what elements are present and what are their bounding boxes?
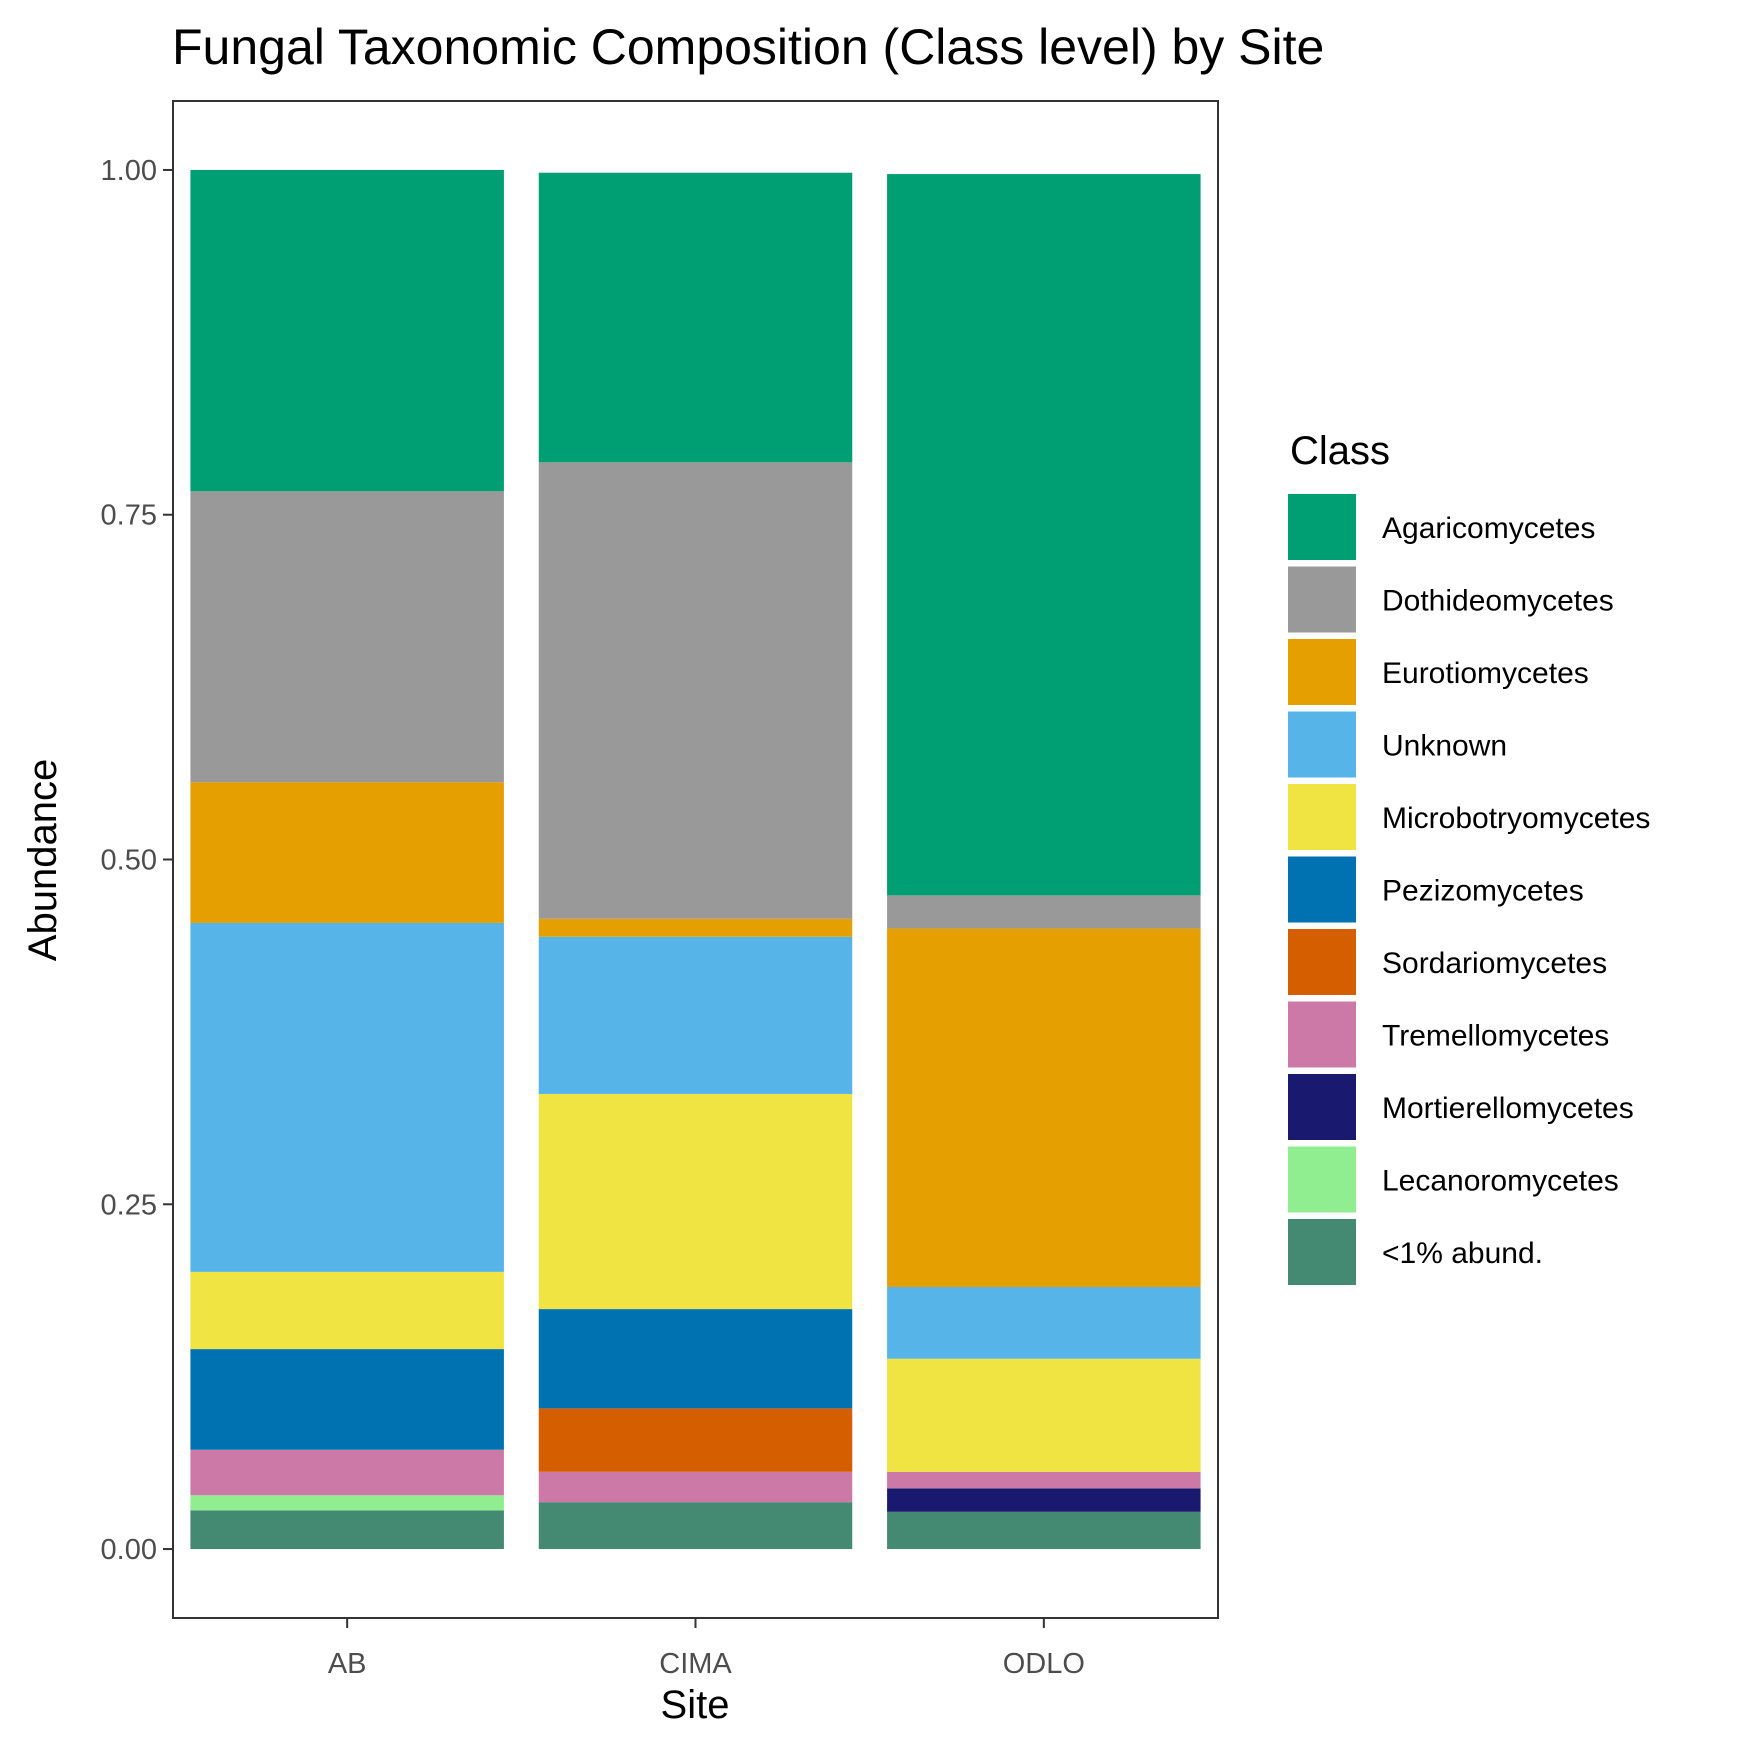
y-tick-label: 0.00	[101, 1534, 157, 1566]
bar-segment-ab-unknown	[190, 922, 504, 1272]
bar-segment-cima-tremellomycetes	[538, 1471, 853, 1503]
x-axis: AB CIMA ODLO	[328, 1618, 1085, 1680]
chart-title: Fungal Taxonomic Composition (Class leve…	[172, 19, 1324, 75]
bar-segment-odlo-dothideomycetes	[887, 895, 1201, 929]
legend-label-tremellomycetes: Tremellomycetes	[1382, 1020, 1609, 1053]
y-tick-label: 0.75	[101, 500, 157, 532]
bar-segment-ab-tremellomycetes	[190, 1449, 504, 1496]
legend-title: Class	[1290, 429, 1390, 473]
x-tick-label-cima: CIMA	[659, 1648, 732, 1680]
bar-segment-ab-pezizomycetes	[190, 1349, 504, 1450]
bar-segment-ab-dothideomycetes	[190, 491, 504, 783]
legend-label-pezizomycetes: Pezizomycetes	[1382, 875, 1584, 908]
bar-segment-cima-1-abund	[538, 1502, 853, 1550]
bar-segment-cima-dothideomycetes	[538, 462, 853, 919]
y-axis: 0.00 0.25 0.50 0.75 1.00	[101, 155, 173, 1566]
legend-key-sordariomycetes	[1288, 929, 1356, 995]
bar-segment-odlo-1-abund	[887, 1511, 1201, 1550]
bar-segment-odlo-unknown	[887, 1287, 1201, 1359]
bar-segment-ab-lecanoromycetes	[190, 1495, 504, 1511]
legend-label-agaricomycetes: Agaricomycetes	[1382, 512, 1595, 545]
bar-segment-odlo-microbotryomycetes	[887, 1358, 1201, 1472]
bar-segment-cima-microbotryomycetes	[538, 1093, 853, 1310]
legend-label-unknown: Unknown	[1382, 730, 1507, 763]
bar-segment-odlo-agaricomycetes	[887, 174, 1201, 896]
x-tick-label-ab: AB	[328, 1648, 367, 1680]
legend-key-agaricomycetes	[1288, 494, 1356, 560]
x-tick-label-odlo: ODLO	[1003, 1648, 1085, 1680]
bar-segment-cima-agaricomycetes	[538, 172, 853, 463]
bar-segment-odlo-tremellomycetes	[887, 1471, 1201, 1489]
legend-key-tremellomycetes	[1288, 1001, 1356, 1068]
legend-key-pezizomycetes	[1288, 856, 1356, 923]
legend-key-dothideomycetes	[1288, 566, 1356, 633]
legend-key-unknown	[1288, 711, 1356, 778]
bars-layer	[190, 169, 1201, 1550]
legend-key-lecanoromycetes	[1288, 1146, 1356, 1213]
legend-label-eurotiomycetes: Eurotiomycetes	[1382, 657, 1589, 690]
bar-segment-cima-pezizomycetes	[538, 1309, 853, 1409]
legend-label-lecanoromycetes: Lecanoromycetes	[1382, 1165, 1619, 1198]
bar-segment-ab-microbotryomycetes	[190, 1271, 504, 1350]
legend-key-1-abund	[1288, 1219, 1356, 1285]
bar-segment-ab-agaricomycetes	[190, 169, 504, 492]
legend-label-microbotryomycetes: Microbotryomycetes	[1382, 802, 1650, 835]
bar-segment-cima-sordariomycetes	[538, 1408, 853, 1472]
y-tick-label: 1.00	[101, 155, 157, 187]
bar-segment-cima-eurotiomycetes	[538, 918, 853, 937]
legend-key-eurotiomycetes	[1288, 639, 1356, 705]
legend-label-dothideomycetes: Dothideomycetes	[1382, 585, 1614, 618]
legend-label-1-abund: <1% abund.	[1382, 1237, 1543, 1270]
bar-segment-odlo-eurotiomycetes	[887, 928, 1201, 1288]
bar-segment-odlo-mortierellomycetes	[887, 1488, 1201, 1512]
legend-label-mortierellomycetes: Mortierellomycetes	[1382, 1092, 1634, 1125]
legend-key-mortierellomycetes	[1288, 1074, 1356, 1140]
y-tick-label: 0.50	[101, 845, 157, 877]
bar-segment-ab-eurotiomycetes	[190, 782, 504, 923]
x-axis-title: Site	[661, 1683, 730, 1727]
legend-key-microbotryomycetes	[1288, 784, 1356, 850]
bar-segment-cima-unknown	[538, 936, 853, 1094]
bar-segment-ab-1-abund	[190, 1510, 504, 1550]
y-tick-label: 0.25	[101, 1189, 157, 1221]
legend-label-sordariomycetes: Sordariomycetes	[1382, 947, 1607, 980]
y-axis-title: Abundance	[21, 759, 65, 961]
legend: Agaricomycetes Dothideomycetes Eurotiomyce…	[1288, 494, 1650, 1285]
